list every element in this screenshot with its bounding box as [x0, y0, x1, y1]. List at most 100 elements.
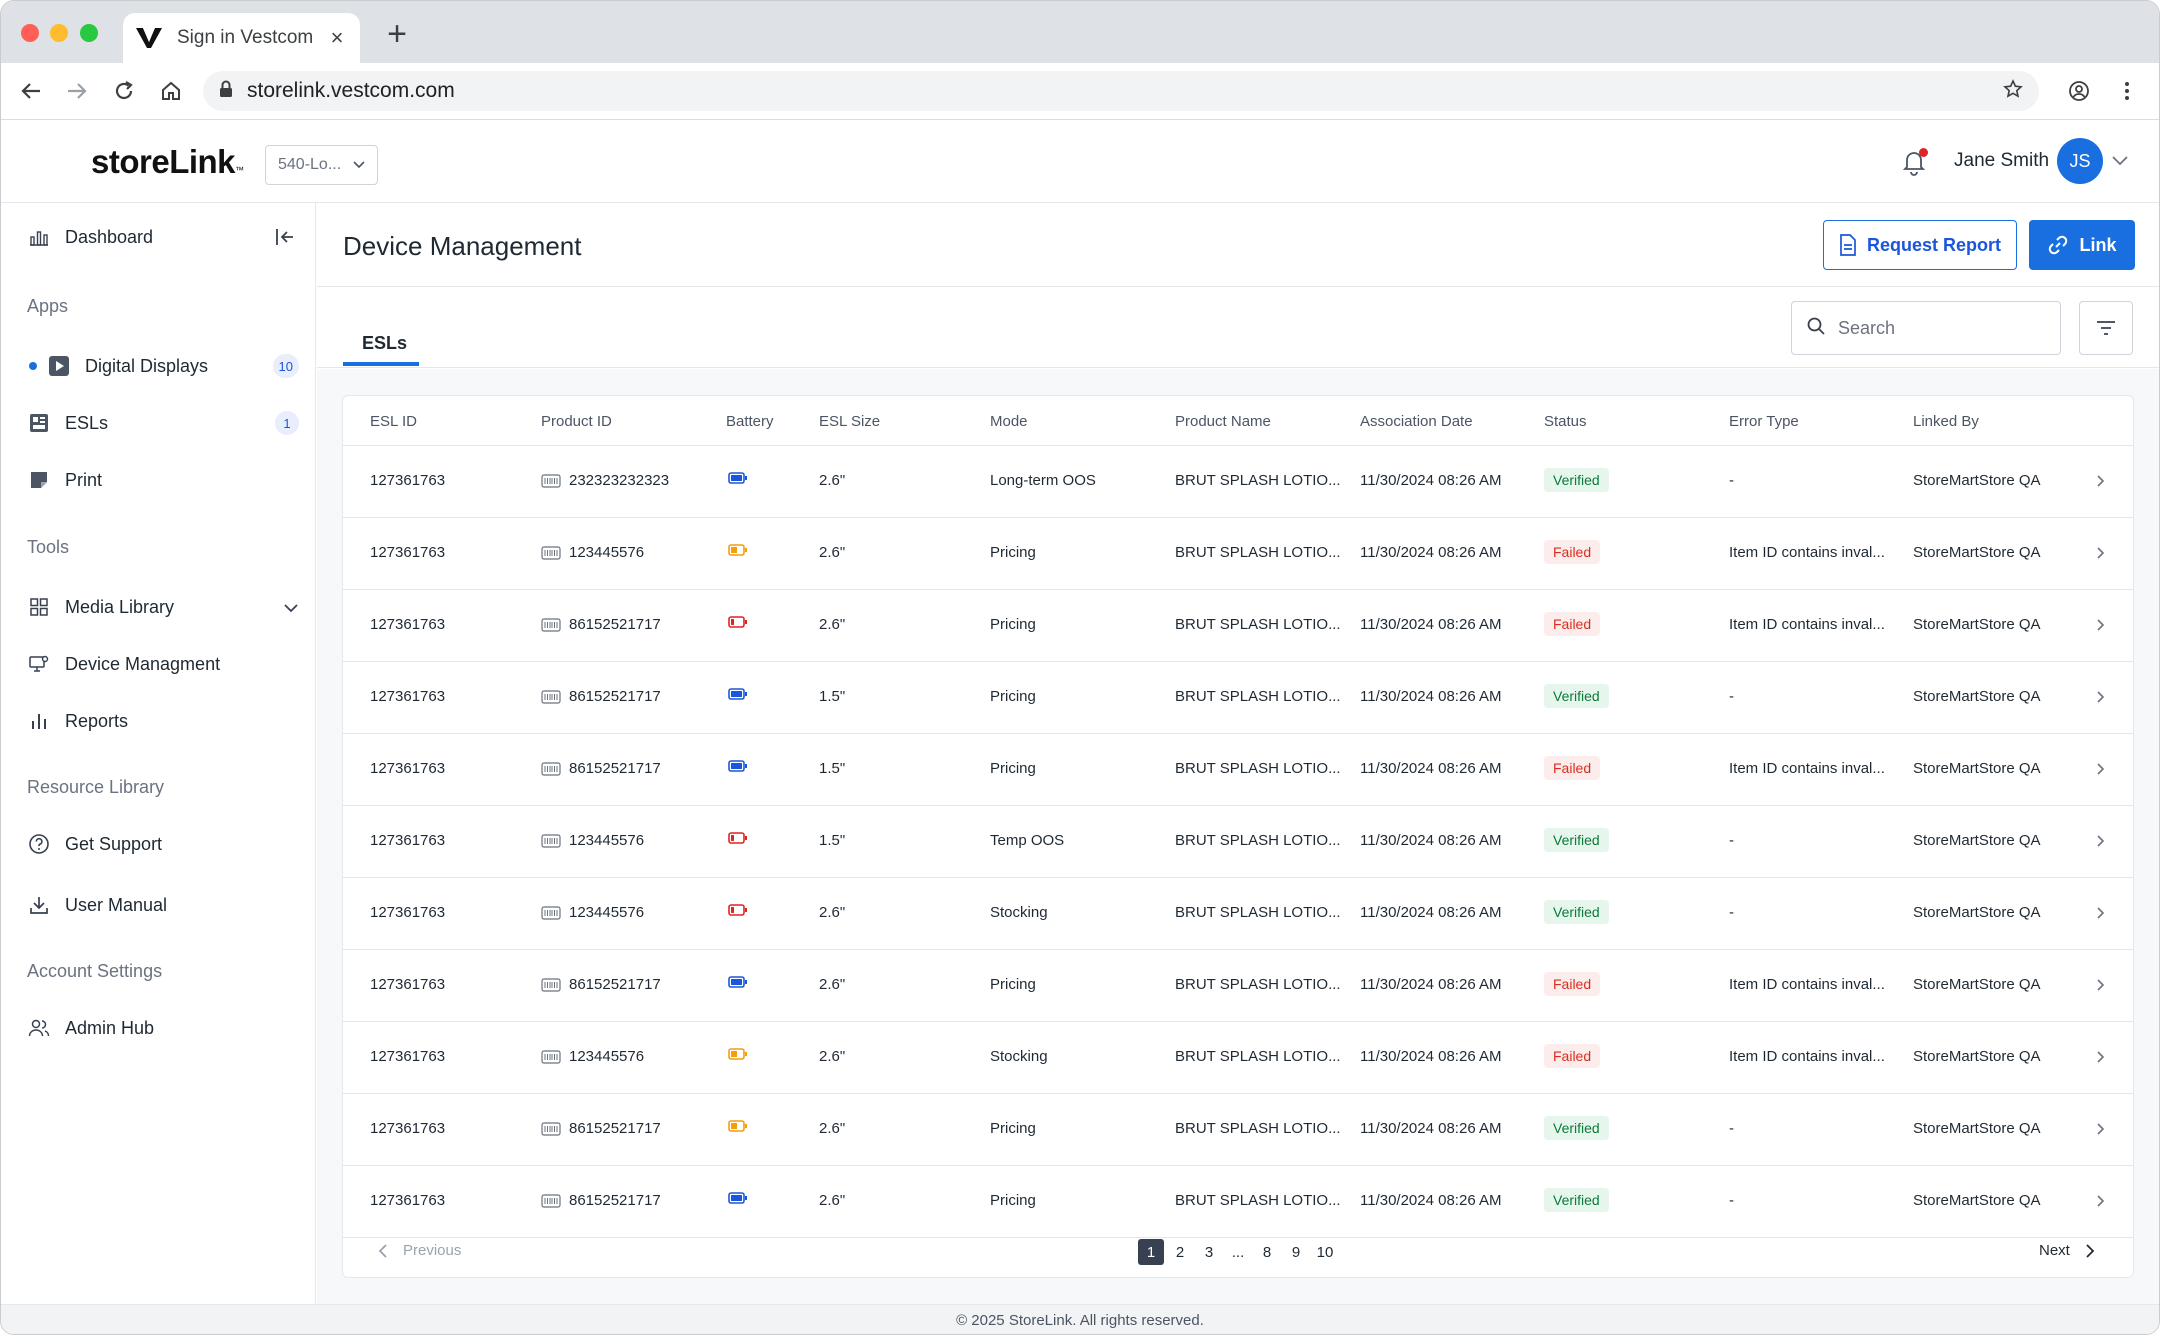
- close-tab-icon[interactable]: ×: [330, 25, 344, 50]
- search-input[interactable]: [1838, 317, 2038, 339]
- table-row[interactable]: 127361763 123445576 2.6" Stocking BRUT SPLAS…: [343, 1022, 2133, 1094]
- table-row[interactable]: 127361763 232323232323 2.6" Long-term OOS BR…: [343, 446, 2133, 518]
- column-header-esl-size[interactable]: ESL Size: [819, 413, 881, 430]
- previous-page-button[interactable]: Previous: [377, 1242, 461, 1259]
- column-header-association-date[interactable]: Association Date: [1360, 413, 1473, 430]
- home-icon[interactable]: [157, 77, 185, 105]
- cell-esl-size: 1.5": [819, 832, 845, 849]
- minimize-window-button[interactable]: [50, 24, 68, 42]
- cell-product-id-text: 123445576: [569, 1048, 645, 1065]
- sidebar-item-digital-displays[interactable]: Digital Displays 10: [27, 349, 299, 383]
- table-row[interactable]: 127361763 86152521717 2.6" Pricing BRUT SPLA…: [343, 1094, 2133, 1166]
- search-box[interactable]: [1791, 301, 2061, 355]
- cell-battery: [728, 904, 748, 916]
- sidebar-item-get-support[interactable]: Get Support: [27, 827, 299, 861]
- column-header-product-name[interactable]: Product Name: [1175, 413, 1271, 430]
- cell-status: Failed: [1544, 612, 1601, 636]
- table-row[interactable]: 127361763 123445576 1.5" Temp OOS BRUT SPLAS…: [343, 806, 2133, 878]
- page-number-button[interactable]: 10: [1316, 1243, 1334, 1261]
- cell-esl-size: 2.6": [819, 616, 845, 633]
- table-row[interactable]: 127361763 86152521717 1.5" Pricing BRUT SPLA…: [343, 662, 2133, 734]
- chevron-right-icon[interactable]: [2091, 1048, 2109, 1066]
- sidebar-item-print[interactable]: Print: [27, 463, 299, 497]
- chevron-right-icon[interactable]: [2091, 544, 2109, 562]
- column-header-linked-by[interactable]: Linked By: [1913, 413, 1979, 430]
- table-row[interactable]: 127361763 86152521717 2.6" Pricing BRUT SPLA…: [343, 1166, 2133, 1238]
- request-report-button[interactable]: Request Report: [1823, 220, 2017, 270]
- cell-mode-text: Pricing: [990, 1192, 1036, 1209]
- collapse-sidebar-icon[interactable]: [273, 225, 297, 249]
- column-header-battery[interactable]: Battery: [726, 413, 774, 430]
- chevron-right-icon[interactable]: [2091, 1192, 2109, 1210]
- storelink-logo[interactable]: storeLink™: [91, 143, 244, 181]
- reload-icon[interactable]: [110, 77, 138, 105]
- tab-esls[interactable]: ESLs: [362, 333, 408, 353]
- maximize-window-button[interactable]: [80, 24, 98, 42]
- print-icon: [27, 468, 51, 492]
- store-select-dropdown[interactable]: 540-Lo...: [265, 145, 378, 185]
- table-row[interactable]: 127361763 123445576 2.6" Pricing BRUT SPLASH…: [343, 518, 2133, 590]
- sidebar-item-esls[interactable]: ESLs 1: [27, 406, 299, 440]
- cell-linked-by: StoreMartStore QA: [1913, 904, 2041, 921]
- chevron-right-icon[interactable]: [2091, 904, 2109, 922]
- sidebar-item-reports[interactable]: Reports: [27, 704, 299, 738]
- table-row[interactable]: 127361763 86152521717 1.5" Pricing BRUT SPLA…: [343, 734, 2133, 806]
- chevron-down-icon[interactable]: [283, 597, 299, 618]
- profile-icon[interactable]: [2065, 77, 2093, 105]
- cell-mode-text: Long-term OOS: [990, 472, 1096, 489]
- back-icon[interactable]: [17, 77, 45, 105]
- notifications-bell-icon[interactable]: [1899, 147, 1929, 177]
- forward-icon[interactable]: [63, 77, 91, 105]
- filter-button[interactable]: [2079, 301, 2133, 355]
- column-header-product-id[interactable]: Product ID: [541, 413, 612, 430]
- status-badge: Verified: [1544, 1188, 1609, 1212]
- avatar[interactable]: JS: [2057, 138, 2103, 184]
- sidebar-item-admin-hub[interactable]: Admin Hub: [27, 1011, 299, 1045]
- bookmark-star-icon[interactable]: [2003, 78, 2023, 104]
- chevron-right-icon[interactable]: [2091, 1120, 2109, 1138]
- column-header-esl-id[interactable]: ESL ID: [370, 413, 417, 430]
- browser-tab[interactable]: Sign in Vestcom ×: [123, 13, 360, 63]
- close-window-button[interactable]: [21, 24, 39, 42]
- cell-linked-by: StoreMartStore QA: [1913, 616, 2041, 633]
- chevron-right-icon[interactable]: [2091, 616, 2109, 634]
- sidebar-item-label: Get Support: [65, 833, 163, 854]
- user-name[interactable]: Jane Smith: [1954, 150, 2050, 171]
- chevron-right-icon[interactable]: [2091, 760, 2109, 778]
- sidebar-item-device-management[interactable]: Device Managment: [27, 647, 299, 681]
- status-badge: Failed: [1544, 1044, 1601, 1068]
- user-menu-chevron-icon[interactable]: [2109, 149, 2131, 171]
- column-header-status[interactable]: Status: [1544, 413, 1587, 430]
- page-number-button[interactable]: 3: [1204, 1243, 1214, 1261]
- column-header-error-type[interactable]: Error Type: [1729, 413, 1799, 430]
- page-number-button[interactable]: 9: [1291, 1243, 1301, 1261]
- cell-esl-size-text: 2.6": [819, 472, 846, 489]
- cell-product-name: BRUT SPLASH LOTIO...: [1175, 832, 1341, 849]
- column-header-mode[interactable]: Mode: [990, 413, 1028, 430]
- browser-menu-icon[interactable]: [2113, 77, 2141, 105]
- table-row[interactable]: 127361763 86152521717 2.6" Pricing BRUT SPLA…: [343, 590, 2133, 662]
- page-number-button[interactable]: 1: [1138, 1239, 1164, 1265]
- chevron-right-icon[interactable]: [2091, 688, 2109, 706]
- sidebar-item-dashboard[interactable]: Dashboard: [27, 220, 299, 254]
- page-number-button[interactable]: 2: [1175, 1243, 1185, 1261]
- chevron-right-icon[interactable]: [2091, 472, 2109, 490]
- cell-mode-text: Temp OOS: [990, 832, 1065, 849]
- table-row[interactable]: 127361763 86152521717 2.6" Pricing BRUT SPLA…: [343, 950, 2133, 1022]
- play-icon: [47, 354, 71, 378]
- cell-esl-size-text: 2.6": [819, 976, 846, 993]
- document-icon: [1840, 234, 1856, 256]
- sidebar-item-user-manual[interactable]: User Manual: [27, 888, 299, 922]
- cell-mode: Pricing: [990, 1192, 1036, 1209]
- next-page-button[interactable]: Next: [2039, 1242, 2096, 1259]
- chevron-right-icon[interactable]: [2091, 976, 2109, 994]
- page-number-button[interactable]: 8: [1262, 1243, 1272, 1261]
- section-label-apps: Apps: [27, 296, 69, 316]
- new-tab-icon[interactable]: +: [387, 15, 407, 53]
- table-row[interactable]: 127361763 123445576 2.6" Stocking BRUT SPLAS…: [343, 878, 2133, 950]
- address-bar[interactable]: storelink.vestcom.com: [203, 71, 2039, 111]
- sidebar-item-media-library[interactable]: Media Library: [27, 590, 299, 624]
- chevron-right-icon[interactable]: [2091, 832, 2109, 850]
- link-button[interactable]: Link: [2029, 220, 2135, 270]
- cell-product-id: 123445576: [541, 832, 644, 849]
